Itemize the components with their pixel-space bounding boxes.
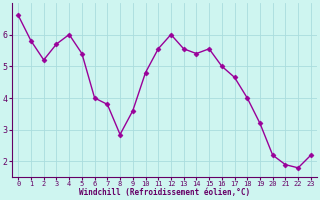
X-axis label: Windchill (Refroidissement éolien,°C): Windchill (Refroidissement éolien,°C) <box>79 188 250 197</box>
